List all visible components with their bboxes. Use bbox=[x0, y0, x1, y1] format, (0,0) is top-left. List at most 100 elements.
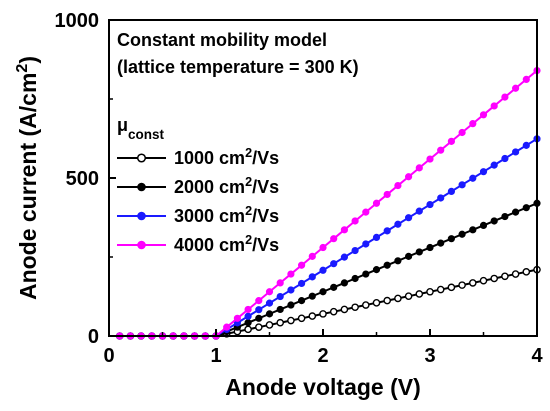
series-3-point-36 bbox=[490, 161, 498, 169]
series-4-point-29 bbox=[415, 164, 423, 172]
legend-label-2-superscript: 2 bbox=[245, 175, 252, 189]
series-2-point-17 bbox=[287, 301, 295, 309]
series-1 bbox=[115, 265, 541, 340]
x-tick-label-0: 0 bbox=[103, 345, 114, 367]
series-2-point-26 bbox=[383, 261, 391, 269]
series-2-point-14 bbox=[255, 314, 263, 322]
series-1-point-30 bbox=[426, 287, 434, 296]
legend-marker-3 bbox=[137, 211, 146, 221]
series-1-point-26 bbox=[383, 296, 392, 305]
series-4-point-15 bbox=[265, 288, 274, 296]
series-line-4 bbox=[119, 69, 538, 337]
series-3-point-15 bbox=[265, 299, 274, 307]
labels-layer: 0 1 2 3 4 0 500 1000 bbox=[55, 10, 544, 367]
legend-label-2-suffix: /Vs bbox=[252, 177, 279, 197]
series-4-point-16 bbox=[276, 279, 284, 287]
series-4-point-12 bbox=[233, 314, 241, 322]
series-4-point-30 bbox=[426, 155, 434, 163]
series-2-point-15 bbox=[265, 310, 274, 318]
legend-label-1-main: 1000 cm bbox=[174, 148, 245, 168]
series-4-point-20 bbox=[319, 243, 327, 252]
series-1-point-14 bbox=[254, 323, 263, 331]
legend-label-3: 3000 cm2/Vs bbox=[174, 204, 279, 226]
legend-label-4: 4000 cm2/Vs bbox=[174, 233, 279, 255]
series-3-point-21 bbox=[330, 260, 338, 268]
axis-title-layer: Anode voltage (V) Anode current (A/cm2) bbox=[13, 56, 421, 400]
y-axis-title-suffix: ) bbox=[15, 56, 41, 64]
series-4-point-36 bbox=[490, 102, 498, 110]
series-4-point-37 bbox=[501, 93, 509, 101]
series-4-point-19 bbox=[308, 252, 316, 260]
series-2-point-25 bbox=[372, 266, 381, 274]
series-3-point-29 bbox=[415, 207, 423, 215]
y-tick-label-0: 0 bbox=[88, 326, 99, 348]
x-axis-title: Anode voltage (V) bbox=[225, 374, 421, 400]
legend-label-1-superscript: 2 bbox=[245, 146, 252, 160]
legend-label-1: 1000 cm2/Vs bbox=[174, 146, 279, 168]
series-3-point-19 bbox=[308, 273, 316, 281]
series-2-point-18 bbox=[298, 297, 306, 305]
legend-label-2-main: 2000 cm bbox=[174, 177, 245, 197]
series-1-point-25 bbox=[372, 299, 381, 307]
y-axis-title: Anode current (A/cm2) bbox=[13, 56, 41, 300]
series-4-point-17 bbox=[287, 270, 295, 278]
series-4-point-21 bbox=[330, 235, 338, 243]
series-4-point-39 bbox=[522, 75, 530, 84]
series-1-point-35 bbox=[479, 276, 488, 285]
legend-label-3-superscript: 2 bbox=[245, 204, 252, 218]
legend-marker-4 bbox=[137, 240, 146, 250]
legend-label-3-suffix: /Vs bbox=[252, 206, 279, 226]
series-3-point-18 bbox=[298, 279, 306, 288]
series-2-point-39 bbox=[522, 204, 530, 212]
series-2-point-32 bbox=[447, 235, 455, 243]
series-3-point-22 bbox=[340, 253, 348, 261]
series-2-point-19 bbox=[308, 292, 316, 300]
plot-layer bbox=[115, 66, 541, 340]
series-1-point-32 bbox=[447, 283, 456, 292]
series-1-point-19 bbox=[308, 312, 317, 320]
series-1-point-28 bbox=[404, 292, 413, 300]
series-1-point-39 bbox=[522, 268, 531, 276]
series-1-point-17 bbox=[287, 316, 295, 325]
series-4-point-11 bbox=[223, 323, 231, 331]
series-4-point-35 bbox=[479, 111, 488, 119]
series-4-point-26 bbox=[383, 190, 391, 199]
series-3-point-39 bbox=[522, 141, 530, 149]
series-2-point-37 bbox=[501, 212, 509, 221]
series-4-point-18 bbox=[298, 261, 306, 269]
series-2-point-22 bbox=[340, 279, 348, 287]
x-tick-label-4: 4 bbox=[531, 345, 543, 367]
series-1-point-18 bbox=[297, 314, 306, 323]
legend-label-4-superscript: 2 bbox=[245, 233, 252, 247]
series-1-point-34 bbox=[468, 279, 477, 287]
series-1-point-13 bbox=[244, 325, 252, 334]
x-tick-label-3: 3 bbox=[424, 345, 435, 367]
series-3-point-38 bbox=[512, 148, 520, 156]
series-3-point-31 bbox=[437, 194, 445, 202]
series-3-point-32 bbox=[447, 187, 455, 195]
series-4-point-34 bbox=[469, 120, 477, 128]
series-3-point-23 bbox=[351, 246, 359, 255]
series-2-point-21 bbox=[330, 283, 338, 291]
x-tick-label-2: 2 bbox=[317, 345, 328, 367]
series-2-point-31 bbox=[437, 239, 445, 247]
series-2-point-35 bbox=[479, 221, 488, 229]
legend-marker-2 bbox=[137, 182, 146, 192]
series-1-point-21 bbox=[329, 307, 338, 316]
series-3-point-24 bbox=[362, 240, 370, 248]
series-4-point-24 bbox=[362, 208, 370, 216]
y-tick-label-1000: 1000 bbox=[55, 10, 100, 32]
ticks-layer bbox=[108, 19, 538, 337]
series-4-point-13 bbox=[244, 305, 252, 314]
legend-label-3-main: 3000 cm bbox=[174, 206, 245, 226]
series-2-point-27 bbox=[394, 257, 402, 265]
series-4-point-22 bbox=[340, 226, 348, 234]
series-2-point-16 bbox=[276, 305, 284, 314]
series-3-point-25 bbox=[372, 233, 381, 242]
series-4-point-25 bbox=[372, 199, 381, 207]
series-3-point-20 bbox=[319, 266, 327, 274]
series-4-point-38 bbox=[512, 84, 520, 92]
annotation-line-1: Constant mobility model bbox=[117, 30, 327, 50]
